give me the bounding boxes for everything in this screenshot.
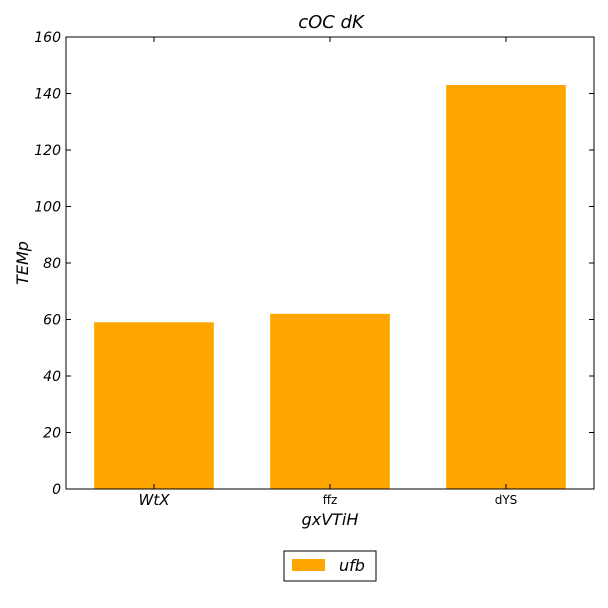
y-tick-label: 160 [34, 30, 61, 46]
bar-dys [446, 85, 566, 490]
y-tick-label: 40 [43, 369, 61, 385]
bars-layer [94, 85, 566, 490]
x-tick-label: ffz [323, 493, 338, 507]
x-axis: WtX ffz dYS [139, 37, 518, 509]
bar-ffz [270, 313, 390, 489]
y-tick-label: 0 [52, 482, 61, 498]
bar-wtx [94, 322, 214, 489]
y-tick-label: 20 [43, 426, 61, 442]
y-tick-label: 60 [43, 313, 61, 329]
legend: ufb [283, 550, 377, 582]
x-axis-label: gxVTiH [302, 510, 359, 529]
y-tick-label: 120 [34, 143, 61, 159]
x-tick-label: dYS [495, 493, 518, 507]
legend-swatch [292, 559, 325, 571]
y-tick-label: 140 [34, 87, 61, 103]
y-tick-label: 80 [43, 256, 61, 272]
legend-label: ufb [339, 556, 365, 575]
y-axis: 0 20 40 60 80 100 120 140 160 [34, 30, 594, 498]
chart-title: cOC dK [298, 12, 365, 33]
x-tick-label: WtX [139, 491, 171, 509]
y-axis-label: TEMp [13, 241, 32, 285]
y-tick-label: 100 [34, 200, 61, 216]
